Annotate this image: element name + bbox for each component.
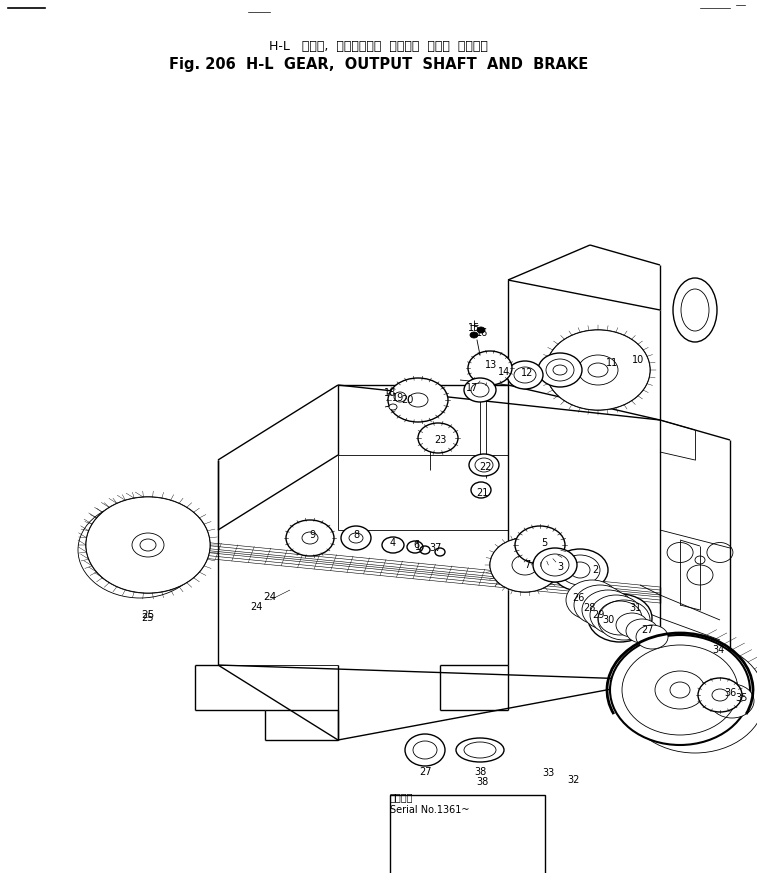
Text: 29: 29 [592,610,604,620]
Text: 6: 6 [413,540,419,550]
Text: 4: 4 [390,538,396,548]
Ellipse shape [382,537,404,553]
Ellipse shape [578,355,618,385]
Text: 26: 26 [572,593,584,603]
Text: 11: 11 [606,358,618,368]
Ellipse shape [552,549,608,591]
Ellipse shape [710,684,754,718]
Ellipse shape [418,423,458,453]
Ellipse shape [490,538,560,592]
Ellipse shape [470,332,478,338]
Text: 31: 31 [629,603,641,613]
Ellipse shape [388,378,448,422]
Ellipse shape [286,520,334,556]
Text: 17: 17 [466,383,478,393]
Ellipse shape [132,533,164,557]
Ellipse shape [538,353,582,387]
Text: 37: 37 [428,543,441,553]
Ellipse shape [394,392,406,402]
Text: 8: 8 [353,530,359,540]
Ellipse shape [407,541,423,553]
Text: 3: 3 [557,562,563,572]
Ellipse shape [588,594,652,642]
Ellipse shape [546,330,650,410]
Ellipse shape [610,635,750,745]
Ellipse shape [515,526,565,564]
Text: Fig. 206  H-L  GEAR,  OUTPUT  SHAFT  AND  BRAKE: Fig. 206 H-L GEAR, OUTPUT SHAFT AND BRAK… [169,58,588,72]
FancyBboxPatch shape [390,795,545,873]
Text: 30: 30 [602,615,614,625]
Text: 14: 14 [498,367,510,377]
Text: 2: 2 [592,565,598,575]
Text: 10: 10 [632,355,644,365]
Text: 7: 7 [524,560,530,570]
Ellipse shape [464,378,496,402]
Text: 35: 35 [736,693,748,703]
Ellipse shape [582,590,634,630]
Ellipse shape [86,497,210,593]
Text: 33: 33 [542,768,554,778]
Ellipse shape [507,361,543,389]
Text: 5: 5 [540,538,547,548]
Ellipse shape [405,734,445,766]
Text: 27: 27 [419,767,431,777]
Text: 25: 25 [142,613,154,623]
Text: 9: 9 [309,530,315,540]
Ellipse shape [698,678,742,712]
Ellipse shape [616,613,648,637]
Ellipse shape [78,502,202,598]
Ellipse shape [598,600,650,640]
Ellipse shape [86,497,210,593]
Text: 22: 22 [480,462,492,472]
Ellipse shape [590,595,642,635]
Text: 38: 38 [476,777,488,787]
Ellipse shape [625,643,757,753]
Ellipse shape [468,351,512,385]
Text: 16: 16 [476,328,488,338]
Ellipse shape [673,278,717,342]
Text: 34: 34 [712,645,724,655]
Text: 24: 24 [263,592,276,602]
Text: 27: 27 [642,625,654,635]
Text: 13: 13 [485,360,497,370]
Ellipse shape [566,580,618,620]
Text: 15: 15 [468,323,480,333]
Ellipse shape [471,482,491,498]
Text: 21: 21 [476,488,488,498]
Ellipse shape [636,625,668,649]
Text: 19: 19 [392,393,404,403]
Text: 36: 36 [724,688,736,698]
Ellipse shape [490,538,560,592]
Text: 25: 25 [142,610,154,620]
Ellipse shape [456,738,504,762]
Ellipse shape [546,330,650,410]
Text: 38: 38 [474,767,486,777]
Ellipse shape [533,548,577,582]
Text: 12: 12 [521,368,533,378]
Ellipse shape [626,619,658,643]
Text: 24: 24 [250,602,262,612]
Text: Serial No.1361~: Serial No.1361~ [390,805,469,815]
Ellipse shape [574,585,626,625]
Text: 20: 20 [400,395,413,405]
Ellipse shape [341,526,371,550]
Text: 23: 23 [434,435,446,445]
Text: 1: 1 [415,542,421,552]
Text: H-L   ギヤー,  アウトプット  シャフト  および  ブレーキ: H-L ギヤー, アウトプット シャフト および ブレーキ [269,40,488,53]
Ellipse shape [469,454,499,476]
Text: 32: 32 [567,775,579,785]
Ellipse shape [389,404,397,410]
Ellipse shape [477,327,485,333]
Text: 適用番号: 適用番号 [390,792,413,802]
Text: 28: 28 [583,603,595,613]
Text: 18: 18 [384,388,396,398]
